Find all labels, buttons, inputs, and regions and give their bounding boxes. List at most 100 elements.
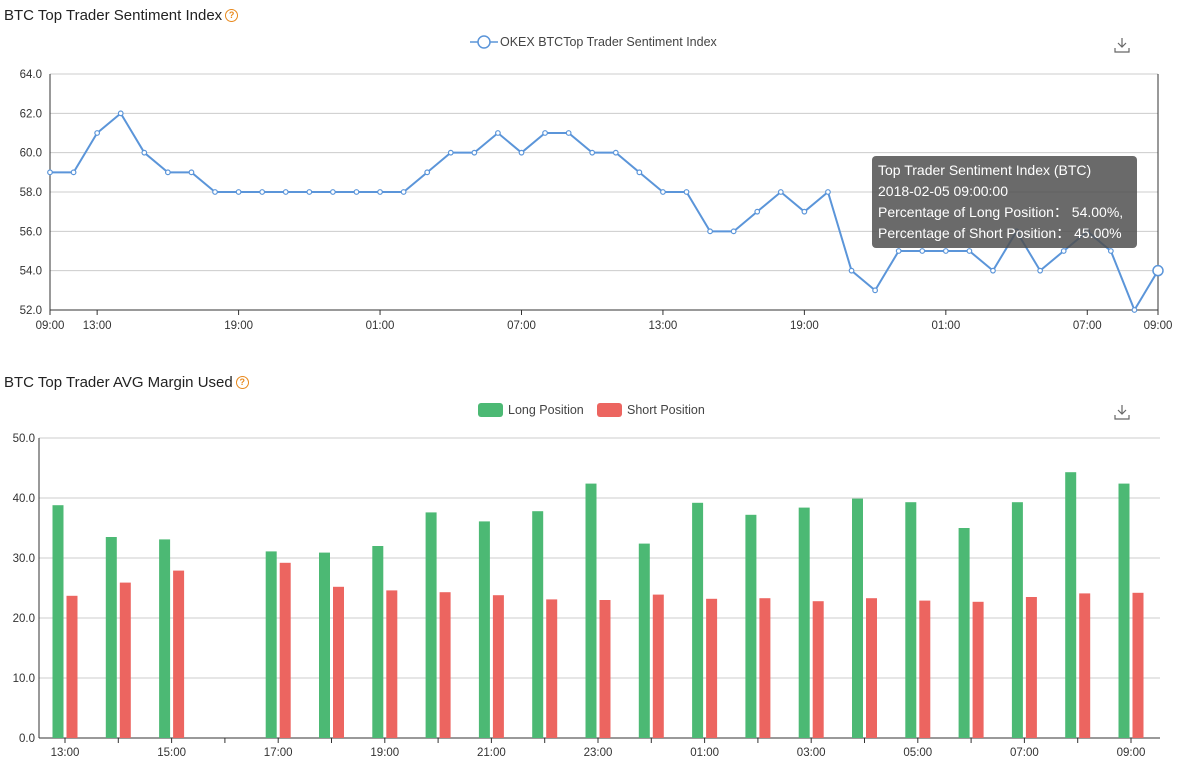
- bar-long: [638, 543, 650, 738]
- data-point: [966, 248, 973, 254]
- data-point: [848, 267, 855, 274]
- x-tick-label: 23:00: [584, 747, 613, 759]
- bar-long: [745, 514, 757, 738]
- tooltip-short: Percentage of Short Position： 45.00%: [878, 225, 1122, 241]
- chart1-plot[interactable]: 52.0 54.0 56.0 58.0 60.0 62.0 64.0 09:00 13:00 19…: [20, 69, 1173, 332]
- bar-short: [119, 582, 131, 738]
- bar-short: [279, 562, 291, 738]
- tooltip-long: Percentage of Long Position： 54.00%,: [878, 204, 1124, 220]
- bar-short: [812, 601, 824, 738]
- bar-short: [599, 600, 611, 738]
- bar-short: [386, 590, 398, 738]
- data-point: [164, 169, 171, 176]
- bar-short: [1132, 592, 1144, 738]
- x-tick-label: 19:00: [224, 320, 253, 332]
- legend-short-label: Short Position: [627, 403, 705, 417]
- data-point: [1152, 264, 1164, 277]
- x-tick-label: 07:00: [507, 320, 536, 332]
- x-tick-label: 13:00: [649, 320, 678, 332]
- data-point: [895, 248, 902, 254]
- bar-short: [759, 598, 771, 738]
- bar-long: [105, 537, 117, 738]
- download-icon[interactable]: [1114, 37, 1130, 53]
- x-tick-label: 05:00: [903, 747, 932, 759]
- data-point: [801, 208, 808, 215]
- data-point: [447, 149, 454, 156]
- bar-short: [333, 586, 344, 738]
- y-tick-label: 62.0: [20, 108, 42, 120]
- bar-short: [492, 595, 504, 738]
- x-tick-label: 03:00: [797, 747, 826, 759]
- y-tick-label: 0.0: [19, 733, 35, 745]
- x-tick-label: 09:00: [36, 320, 65, 332]
- tooltip-title: Top Trader Sentiment Index (BTC): [878, 162, 1092, 178]
- chart2-title: BTC Top Trader AVG Margin Used: [4, 374, 233, 391]
- data-point: [612, 149, 619, 156]
- y-tick-label: 60.0: [20, 148, 42, 160]
- bar-long: [265, 551, 277, 738]
- download-icon[interactable]: [1114, 404, 1130, 420]
- bar-long: [905, 502, 917, 738]
- y-tick-label: 10.0: [13, 673, 35, 685]
- bar-long: [52, 505, 64, 738]
- chart1-title: BTC Top Trader Sentiment Index: [4, 7, 223, 24]
- data-point: [353, 189, 360, 195]
- chart1-legend[interactable]: OKEX BTCTop Trader Sentiment Index: [470, 35, 718, 49]
- x-tick-label: 01:00: [690, 747, 719, 759]
- bar-long: [585, 483, 597, 738]
- y-tick-label: 40.0: [13, 493, 35, 505]
- data-point: [942, 248, 949, 254]
- y-tick-label: 58.0: [20, 187, 42, 199]
- bar-long: [159, 539, 171, 738]
- bar-long: [1011, 502, 1023, 738]
- bar-short: [972, 601, 984, 738]
- data-point: [495, 130, 501, 136]
- question-circle-icon[interactable]: ?: [235, 376, 249, 389]
- data-point: [872, 287, 879, 294]
- x-tick-label: 07:00: [1073, 320, 1102, 332]
- y-tick-label: 30.0: [13, 553, 35, 565]
- data-point: [730, 228, 737, 235]
- data-point: [683, 189, 690, 195]
- bar-long: [852, 498, 863, 738]
- data-point: [377, 189, 383, 195]
- bar-long: [1118, 483, 1130, 738]
- bar-short: [919, 600, 931, 738]
- chart2-legend[interactable]: Long Position Short Position: [478, 403, 705, 417]
- bar-long: [1065, 472, 1077, 738]
- bar-long: [532, 511, 544, 738]
- data-point: [1037, 267, 1044, 274]
- legend-short-swatch: [597, 403, 622, 417]
- data-point: [282, 189, 289, 195]
- data-point: [707, 228, 713, 235]
- data-point: [400, 189, 407, 195]
- question-circle-icon[interactable]: ?: [225, 9, 239, 22]
- chart1-legend-label: OKEX BTCTop Trader Sentiment Index: [500, 35, 718, 49]
- data-point: [919, 248, 926, 254]
- chart1-title-row: BTC Top Trader Sentiment Index ?: [4, 7, 239, 24]
- bar-long: [319, 552, 330, 738]
- bar-short: [546, 599, 558, 738]
- data-point: [94, 130, 101, 136]
- bar-short: [706, 598, 718, 738]
- bar-long: [958, 528, 970, 738]
- series-line: [50, 111, 1159, 313]
- data-point: [636, 169, 643, 176]
- data-point: [660, 189, 666, 195]
- bar-short: [652, 594, 664, 738]
- data-point: [825, 189, 831, 195]
- bar-long: [372, 546, 384, 738]
- chart1-tooltip: Top Trader Sentiment Index (BTC) 2018-02…: [872, 156, 1137, 248]
- data-point: [542, 130, 548, 136]
- chart2-plot[interactable]: 0.0 10.0 20.0 30.0 40.0 50.0 13:00 15:00 17:00 19…: [13, 433, 1160, 759]
- data-point: [1131, 307, 1138, 313]
- data-point: [589, 149, 596, 156]
- data-point: [259, 189, 266, 195]
- data-point: [990, 267, 996, 274]
- data-point: [306, 189, 313, 195]
- data-point: [117, 110, 124, 117]
- legend-long-label: Long Position: [508, 403, 584, 417]
- bar-short: [866, 598, 877, 738]
- x-tick-label: 15:00: [157, 747, 186, 759]
